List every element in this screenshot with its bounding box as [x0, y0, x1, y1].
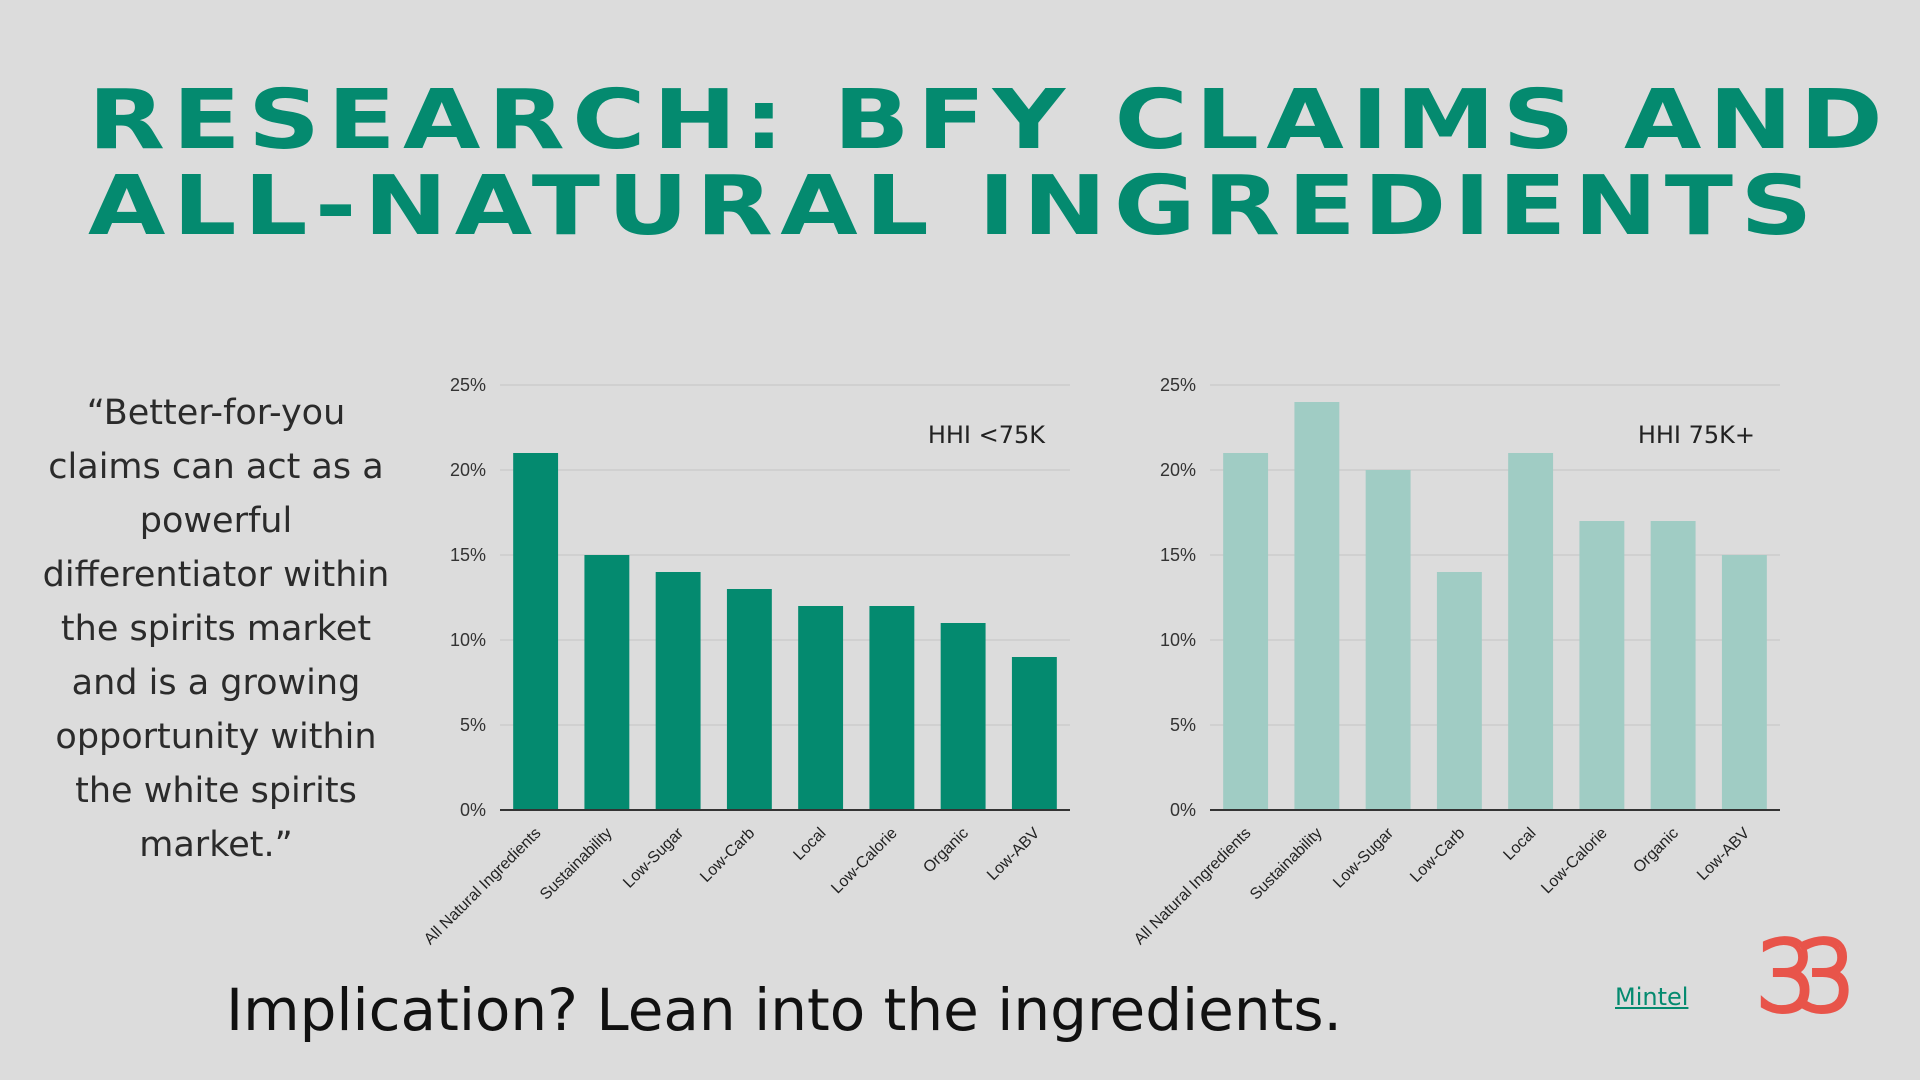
y-tick-label: 20%: [450, 460, 486, 480]
bar-organic: [1650, 521, 1696, 810]
x-tick-label: Organic: [920, 825, 972, 877]
bar-sustainability: [1294, 402, 1340, 810]
bar-low-calorie: [1579, 521, 1625, 810]
title-line-2: ALL-NATURAL INGREDIENTS: [88, 159, 1820, 254]
implication-text: Implication? Lean into the ingredients.: [226, 976, 1342, 1044]
bar-low-carb: [1436, 572, 1482, 810]
chart-annotation: HHI <75K: [928, 421, 1046, 449]
bar-sustainability: [584, 555, 630, 810]
y-tick-label: 25%: [1160, 375, 1196, 395]
bar-local: [1508, 453, 1554, 810]
y-tick-label: 10%: [450, 630, 486, 650]
y-tick-label: 5%: [460, 715, 486, 735]
x-tick-label: Low-ABV: [1694, 825, 1753, 884]
x-tick-label: Low-Sugar: [620, 824, 687, 891]
x-tick-label: Sustainability: [1247, 825, 1326, 904]
quote-text: “Better-for-you claims can act as a powe…: [42, 393, 390, 865]
x-tick-label: Low-ABV: [984, 825, 1043, 884]
x-tick-label: Local: [790, 825, 829, 864]
x-tick-label: Low-Calorie: [828, 825, 900, 897]
bar-low-calorie: [869, 606, 915, 810]
bar-low-abv: [1011, 657, 1057, 810]
bar-low-sugar: [1365, 470, 1411, 810]
y-tick-label: 5%: [1170, 715, 1196, 735]
bar-local: [798, 606, 844, 810]
source-link-mintel[interactable]: Mintel: [1615, 983, 1689, 1011]
x-tick-label: All Natural Ingredients: [421, 825, 544, 948]
logo-text: 33: [1756, 932, 1846, 1022]
x-tick-label: Low-Carb: [1407, 825, 1468, 886]
bar-chart-left: 0% 5% 10% 15% 20% 25% All Natural IngredientsS…: [421, 375, 1070, 948]
page-title: RESEARCH: BFY CLAIMS AND ALL-NATURAL ING…: [88, 78, 1920, 250]
x-tick-label: Local: [1500, 825, 1539, 864]
bar-low-sugar: [655, 572, 701, 810]
y-tick-label: 15%: [1160, 545, 1196, 565]
bar-organic: [940, 623, 986, 810]
bar-all-natural-ingredients: [513, 453, 559, 810]
y-tick-label: 0%: [460, 800, 486, 820]
x-tick-label: All Natural Ingredients: [1131, 825, 1254, 948]
chart-hhi-75k-plus: 0% 5% 10% 15% 20% 25% All Natural Ingredients S…: [1130, 360, 1830, 960]
logo-33: 33: [1756, 932, 1866, 1022]
x-tick-label: Sustainability: [537, 825, 616, 904]
bar-low-carb: [726, 589, 772, 810]
x-tick-label: Low-Carb: [697, 825, 758, 886]
chart-annotation: HHI 75K+: [1638, 421, 1755, 449]
y-tick-label: 10%: [1160, 630, 1196, 650]
y-tick-label: 15%: [450, 545, 486, 565]
bar-low-abv: [1721, 555, 1767, 810]
title-line-1: RESEARCH: BFY CLAIMS AND: [88, 73, 1891, 168]
bar-all-natural-ingredients: [1223, 453, 1269, 810]
y-tick-label: 20%: [1160, 460, 1196, 480]
y-tick-label: 25%: [450, 375, 486, 395]
x-tick-label: Low-Sugar: [1330, 824, 1397, 891]
x-tick-label: Low-Calorie: [1538, 825, 1610, 897]
y-tick-label: 0%: [1170, 800, 1196, 820]
chart-hhi-under-75k: 0% 5% 10% 15% 20% 25% All Natural Ingredients S…: [420, 360, 1120, 960]
x-tick-label: Organic: [1630, 825, 1682, 877]
bar-chart-right: 0% 5% 10% 15% 20% 25% All Natural IngredientsS…: [1131, 375, 1780, 948]
